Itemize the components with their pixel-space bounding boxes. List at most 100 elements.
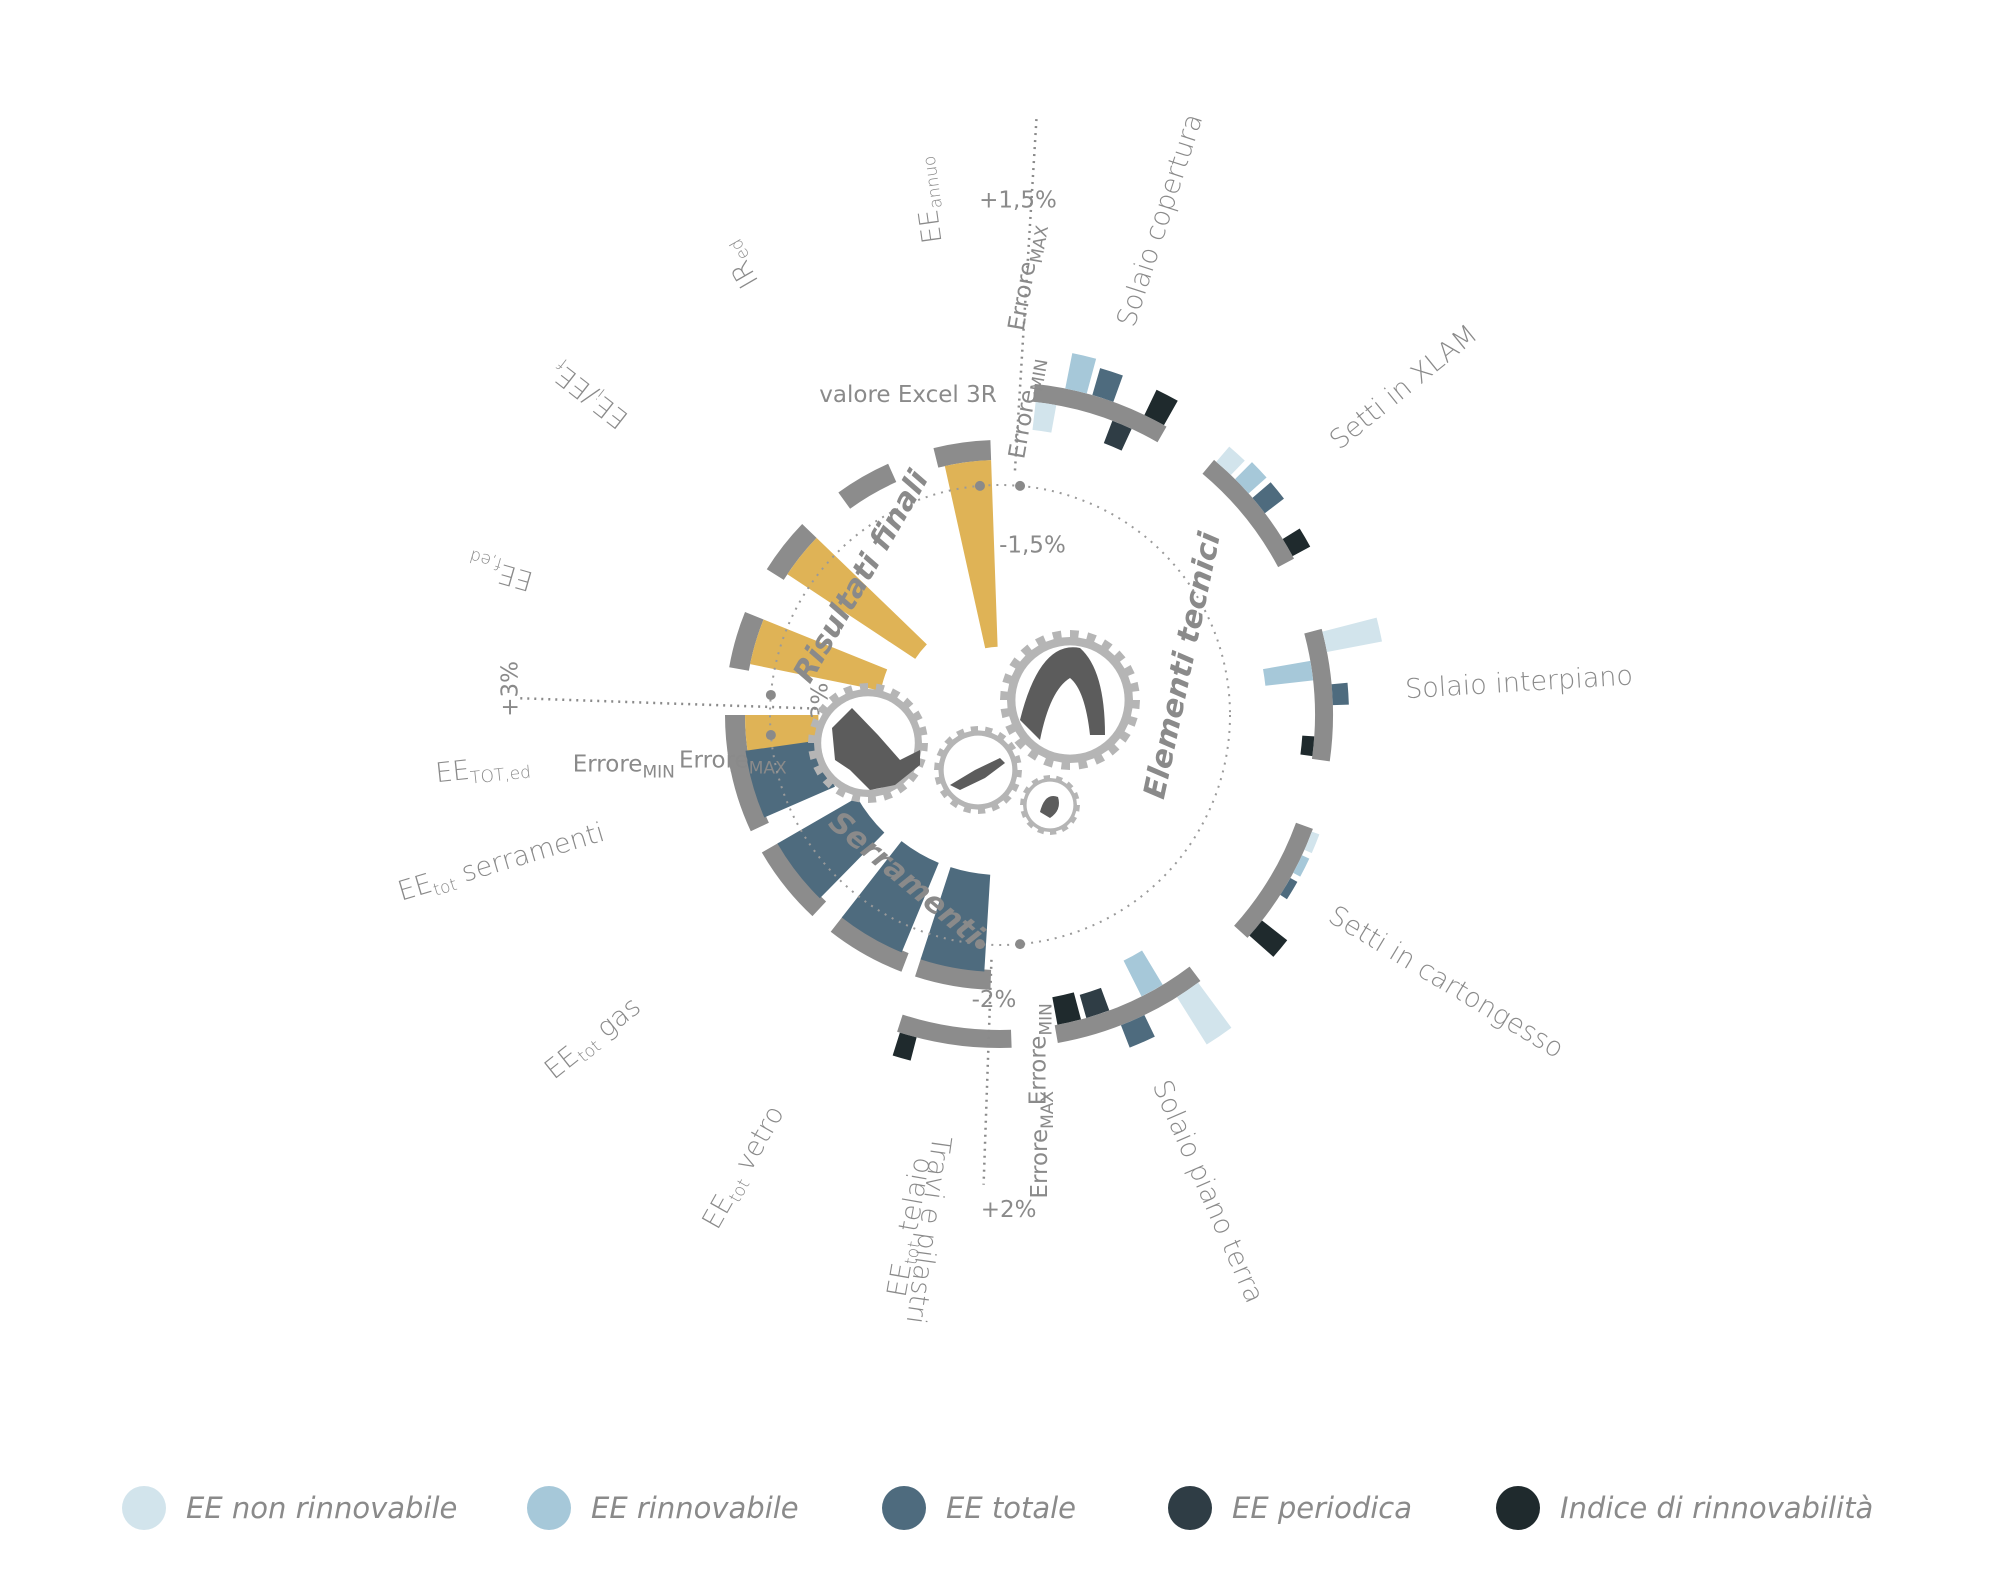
elementi-tecnici-group (1052, 950, 1232, 1048)
series-bar (1123, 950, 1163, 997)
inner-dotted-ring (769, 484, 1231, 946)
ring-dot (765, 689, 776, 700)
se-plus-label: +2% (981, 1196, 1037, 1222)
ring-dot (974, 480, 985, 491)
base-ring-segment (915, 957, 992, 990)
elementi-tecnici-label: Solaio piano terra (1146, 1075, 1270, 1307)
base-ring-segment (1054, 966, 1201, 1043)
series-bar (1282, 528, 1311, 557)
value-bar (745, 740, 835, 818)
series-bar (1079, 987, 1110, 1018)
series-bar (1216, 446, 1245, 476)
base-ring-segment (1234, 822, 1313, 938)
rf-errore-min-label: ErroreMIN (573, 751, 675, 783)
serramenti-bar (761, 797, 885, 917)
series-bar (1293, 855, 1310, 877)
value-bar (841, 841, 939, 953)
risultati-finali-bar (838, 463, 897, 509)
risultati-finali-label: EEf,ed (464, 545, 538, 597)
legend-item-ee-rinnovabile: EE rinnovabile (527, 1480, 799, 1536)
series-bar (1300, 735, 1315, 757)
series-bar (1235, 462, 1267, 494)
rf-plus-label: +3% (497, 661, 523, 717)
risultati-finali-label: EEannuo (905, 154, 951, 245)
legend-label: EE periodica (1232, 1491, 1413, 1525)
series-bar (1092, 368, 1123, 402)
rhino-gear-icon (808, 683, 928, 803)
arc-gear-icon (1000, 630, 1140, 770)
value-bar (777, 797, 885, 899)
risultati-finali-bar (933, 440, 998, 649)
legend-swatch-ee-rinnovabile (527, 1486, 571, 1530)
legend: EE non rinnovabile EE rinnovabile EE tot… (0, 1480, 1990, 1540)
serramenti-bar (915, 867, 992, 990)
ring-dot (765, 730, 776, 741)
ring-dot (974, 939, 985, 950)
legend-item-ee-totale: EE totale (882, 1480, 1076, 1536)
elementi-tecnici-group (1032, 353, 1178, 451)
elementi-tecnici-label: Setti in XLAM (1324, 318, 1484, 455)
series-bar (1032, 402, 1057, 433)
legend-swatch-ee-totale (882, 1486, 926, 1530)
base-ring-segment (766, 523, 817, 580)
series-bar (1252, 482, 1284, 514)
series-bar (1263, 660, 1314, 686)
legend-label: EE non rinnovabile (186, 1491, 458, 1525)
series-bar (1052, 992, 1081, 1025)
grasshopper-gear-icon (934, 726, 1022, 814)
grasshopper-icon (950, 758, 1005, 790)
base-ring-segment (838, 463, 897, 509)
series-bar (1120, 1015, 1155, 1048)
se-errore-min-label: ErroreMIN (1025, 1003, 1057, 1105)
seed-icon (1040, 796, 1059, 818)
legend-item-indice-di-rinnovabilita: Indice di rinnovabilità (1496, 1480, 1873, 1536)
se-minus-label: -2% (972, 987, 1017, 1013)
elementi-tecnici-group (892, 1014, 1012, 1061)
base-ring-segment (1032, 383, 1167, 443)
serramenti-bar (727, 740, 835, 832)
legend-swatch-indice-di-rinnovabilita (1496, 1486, 1540, 1530)
risultati-finali-label: EEi/EEf (545, 354, 636, 435)
base-ring-segment (1304, 628, 1333, 762)
valore-excel-label: valore Excel 3R (819, 382, 996, 408)
legend-label: EE rinnovabile (591, 1491, 799, 1525)
serramenti-error-axis (982, 959, 993, 1185)
base-ring-segment (897, 1014, 1012, 1048)
elementi-tecnici-error-axis (1013, 116, 1038, 471)
serramenti-label: EEtot serramenti (394, 816, 609, 910)
legend-item-ee-periodica: EE periodica (1168, 1480, 1412, 1536)
base-ring-segment (1202, 459, 1295, 568)
elementi-tecnici-label: Solaio copertura (1111, 110, 1209, 331)
elementi-tecnici-group (1202, 446, 1311, 568)
arc-icon (1020, 647, 1105, 740)
et-minus-label: -1,5% (999, 532, 1066, 558)
value-bar (944, 460, 998, 649)
base-ring-segment (727, 750, 769, 832)
ring-dot (1015, 939, 1026, 950)
series-bar (1144, 389, 1178, 426)
small-gear-icon (1020, 775, 1080, 835)
legend-swatch-ee-periodica (1168, 1486, 1212, 1530)
base-ring-segment (761, 842, 827, 917)
elementi-tecnici-group (1234, 822, 1320, 957)
risultati-finali-error-axis (520, 696, 831, 711)
series-bar (1176, 982, 1232, 1045)
serramenti-label: EEtot gas (538, 991, 648, 1089)
rf-errore-max-label: ErroreMAX (679, 747, 787, 779)
serramenti-bar (830, 841, 939, 972)
legend-item-ee-non-rinnovabile: EE non rinnovabile (122, 1480, 457, 1536)
rhino-icon (832, 708, 920, 790)
base-ring-segment (830, 915, 909, 972)
series-bar (1065, 353, 1097, 394)
risultati-finali-label: IRed (714, 235, 768, 294)
elementi-tecnici-group (1263, 617, 1382, 762)
group-label: Elementi tecnici (1137, 529, 1228, 802)
legend-label: EE totale (946, 1491, 1077, 1525)
se-errore-max-label: ErroreMAX (1027, 1091, 1059, 1199)
serramenti-label: EEtot vetro (696, 1100, 793, 1236)
series-bar (1280, 877, 1298, 900)
base-ring-segment (729, 611, 764, 671)
series-bar (1331, 682, 1349, 706)
series-bar (1322, 617, 1382, 653)
et-plus-label: +1,5% (979, 187, 1057, 213)
